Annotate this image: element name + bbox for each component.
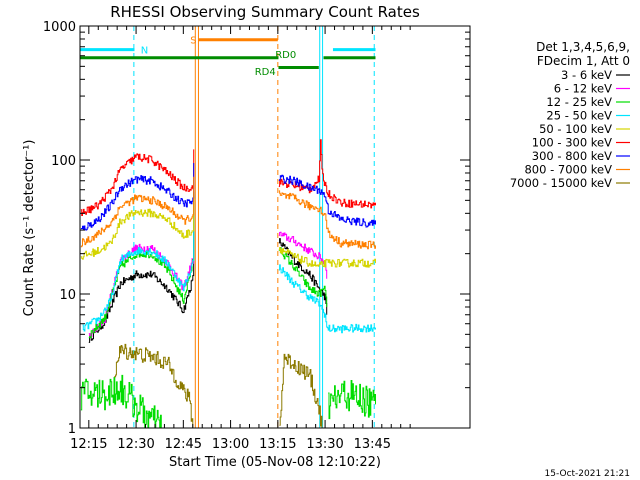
series-line [278,174,376,228]
legend-label: 300 - 800 keV [532,149,612,163]
y-tick-label: 1 [68,422,76,437]
y-tick-label: 10 [59,288,76,303]
series-line [80,149,195,216]
legend-label: 25 - 50 keV [546,109,612,123]
x-tick-label: 12:45 [165,437,202,452]
x-tick-label: 12:15 [70,437,107,452]
series-line [278,247,328,307]
series-line [278,190,376,250]
x-axis-label: Start Time (05-Nov-08 12:10:22) [169,455,381,470]
series-line [278,238,328,315]
legend-label: 50 - 100 keV [539,122,612,136]
series-line [278,264,376,334]
series-line [80,189,195,260]
legend: Det 1,3,4,5,6,9, FDecim 1, Att 0 3 - 6 k… [510,40,630,190]
series-line [328,380,376,420]
series-line [279,353,323,428]
y-tick-label: 100 [51,154,76,169]
legend-label: 6 - 12 keV [554,82,612,96]
x-tick-label: 13:45 [354,437,391,452]
x-tick-label: 13:30 [306,437,343,452]
series-line [82,194,195,332]
y-axis-label: Count Rate (s⁻¹ detector⁻¹) [22,140,37,317]
flag-label: N [141,46,148,57]
flag-label: RD4 [255,67,276,78]
timestamp: 15-Oct-2021 21:21 [545,469,630,479]
series-line [88,191,195,339]
legend-label: 7000 - 15000 keV [510,176,612,190]
x-tick-label: 13:15 [259,437,296,452]
legend-label: 100 - 300 keV [532,136,612,150]
series-line [114,343,194,428]
y-tick-label: 1000 [43,20,76,35]
flag-label: S [190,36,196,47]
legend-label: 3 - 6 keV [561,68,612,82]
x-tick-label: 13:00 [212,437,249,452]
series-line [80,176,195,248]
legend-header-line-1: Det 1,3,4,5,6,9, [536,40,630,54]
legend-header-line-2: FDecim 1, Att 0 [537,54,630,68]
series-line [80,163,195,231]
series-line [278,247,376,268]
series-line [278,231,328,279]
x-tick-label: 12:30 [117,437,154,452]
series-line [278,139,376,209]
chart-title: RHESSI Observing Summary Count Rates [110,3,420,21]
x-axis: 12:15 12:30 12:45 13:00 13:15 13:30 13:45 [70,26,411,452]
legend-label: 800 - 7000 keV [524,163,612,177]
series-line [80,374,162,428]
y-axis: 1 10 100 1000 [43,20,470,437]
flag-label: RD0 [275,50,296,61]
legend-label: 12 - 25 keV [546,95,612,109]
plot-frame [79,25,471,429]
